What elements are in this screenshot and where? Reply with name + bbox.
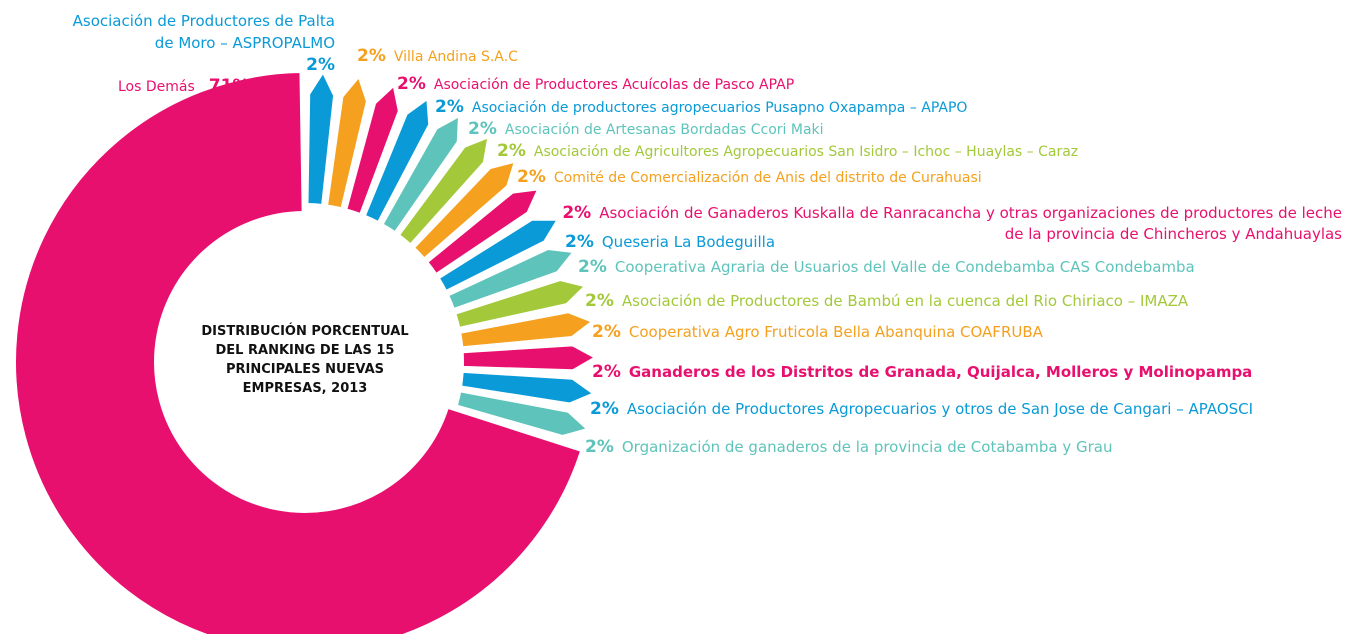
slice-label: 2% Asociación de Ganaderos Kuskalla de Ra… — [562, 203, 1342, 245]
donut-slice — [455, 390, 590, 438]
category-label: Los Demás — [118, 79, 195, 95]
slice-label: 2% Cooperativa Agro Fruticola Bella Abanq… — [592, 322, 1043, 342]
percent-label: 2% — [517, 167, 546, 187]
slice-label: 2% Villa Andina S.A.C — [357, 46, 518, 67]
donut-slice — [363, 97, 431, 224]
category-label: Asociación de Productores Acuícolas de P… — [433, 77, 795, 93]
category-label: Asociación de Ganaderos Kuskalla de Ranr… — [599, 204, 1342, 243]
category-label: Asociación de Artesanas Bordadas Ccori M… — [504, 122, 824, 138]
slice-label: 2% Ganaderos de los Distritos de Granada,… — [592, 362, 1252, 382]
donut-slice — [461, 344, 598, 372]
slice-label: Los Demás 71% — [118, 76, 257, 97]
percent-label: 2% — [585, 437, 614, 457]
category-label: Asociación de Productores Agropecuarios … — [626, 400, 1254, 418]
percent-label: 2% — [592, 362, 621, 382]
percent-label: 2% — [578, 257, 607, 277]
percent-label: 2% — [497, 141, 526, 161]
category-label: Asociación de Agricultores Agropecuarios… — [533, 144, 1079, 160]
donut-slice — [345, 83, 400, 216]
category-label: Asociación de Productores de Bambú en la… — [621, 292, 1189, 310]
slice-label: Asociación de Productores de Palta de Mo… — [60, 10, 335, 76]
percent-label: 2% — [435, 97, 464, 117]
percent-label: 2% — [306, 55, 335, 75]
slice-label: 2% Asociación de productores agropecuario… — [435, 97, 967, 118]
donut-slice — [437, 218, 560, 293]
slice-label: 2% Asociación de Productores Agropecuario… — [590, 399, 1253, 419]
percent-label: 2% — [565, 232, 594, 252]
donut-slice — [426, 188, 540, 276]
slice-label: 2% Queseria La Bodeguilla — [565, 232, 775, 252]
donut-slice — [412, 160, 517, 260]
percent-label: 2% — [397, 74, 426, 94]
slice-label: 2% Asociación de Agricultores Agropecuari… — [497, 141, 1078, 162]
slice-label: 2% Asociación de Productores de Bambú en … — [585, 291, 1188, 311]
donut-slice — [446, 247, 576, 311]
category-label: Ganaderos de los Distritos de Granada, Q… — [628, 363, 1253, 381]
percent-label: 2% — [357, 46, 386, 66]
percent-label: 2% — [590, 399, 619, 419]
category-label: Comité de Comercialización de Anis del d… — [553, 170, 982, 186]
category-label: Asociación de Productores de Palta de Mo… — [72, 12, 335, 52]
percent-label: 2% — [562, 203, 592, 223]
donut-slice — [381, 114, 461, 234]
slice-label: 2% Asociación de Artesanas Bordadas Ccori… — [468, 119, 824, 140]
slice-label: 2% Cooperativa Agraria de Usuarios del Va… — [578, 257, 1195, 277]
donut-slice — [459, 311, 595, 349]
donut-slice — [454, 278, 587, 330]
donut-slice — [14, 71, 583, 634]
donut-slice — [306, 70, 336, 207]
donut-slice — [325, 75, 368, 210]
category-label: Villa Andina S.A.C — [393, 49, 518, 65]
percent-label: 2% — [468, 119, 497, 139]
category-label: Queseria La Bodeguilla — [601, 233, 776, 251]
percent-label: 71% — [208, 76, 250, 96]
slice-label: 2% Comité de Comercialización de Anis del… — [517, 167, 982, 188]
category-label: Cooperativa Agro Fruticola Bella Abanqui… — [628, 323, 1043, 341]
center-title: DISTRIBUCIÓN PORCENTUAL DEL RANKING DE L… — [201, 324, 409, 396]
category-label: Cooperativa Agraria de Usuarios del Vall… — [614, 258, 1195, 276]
percent-label: 2% — [592, 322, 621, 342]
slice-label: 2% Organización de ganaderos de la provin… — [585, 437, 1112, 457]
donut-slice — [459, 370, 596, 405]
category-label: Asociación de productores agropecuarios … — [471, 100, 968, 116]
category-label: Organización de ganaderos de la provinci… — [621, 438, 1113, 456]
percent-label: 2% — [585, 291, 614, 311]
donut-slice — [397, 135, 490, 246]
slice-label: 2% Asociación de Productores Acuícolas de… — [397, 74, 794, 95]
